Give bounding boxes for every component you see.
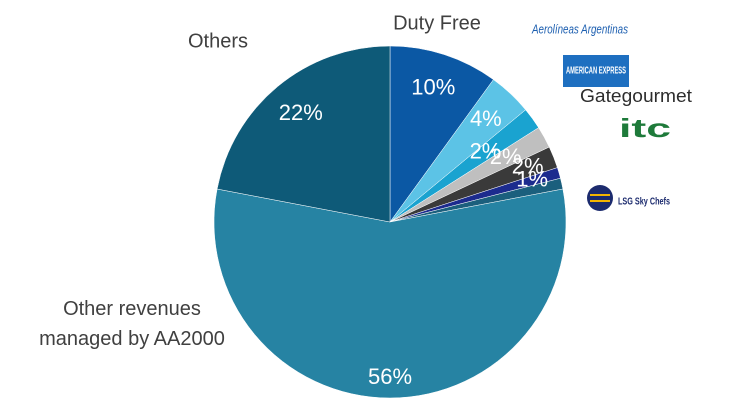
data-label: 2% <box>470 138 502 163</box>
data-label: 10% <box>411 75 455 100</box>
data-label: 56% <box>368 364 412 389</box>
category-label: Duty Free <box>393 12 481 34</box>
data-label: 1% <box>516 167 548 192</box>
category-label: Others <box>188 30 248 52</box>
category-label: itc <box>619 113 671 143</box>
pie-slice <box>216 45 391 223</box>
amex-box <box>563 55 629 87</box>
category-label: AMERICAN EXPRESS <box>566 66 626 77</box>
pie <box>213 45 567 399</box>
pie-slice <box>213 188 567 399</box>
data-label: 4% <box>470 106 502 131</box>
category-label: LSG Sky Chefs <box>618 197 670 208</box>
category-label: Other revenues managed by AA2000 <box>39 298 225 350</box>
lsg-icon <box>587 185 613 211</box>
pie-slice <box>389 45 494 223</box>
data-label: 2% <box>512 153 544 178</box>
category-label: Gategourmet <box>580 86 692 106</box>
category-label: Aerolíneas Argentinas <box>531 21 628 36</box>
data-label: 22% <box>279 100 323 125</box>
data-label: 2% <box>490 144 522 169</box>
